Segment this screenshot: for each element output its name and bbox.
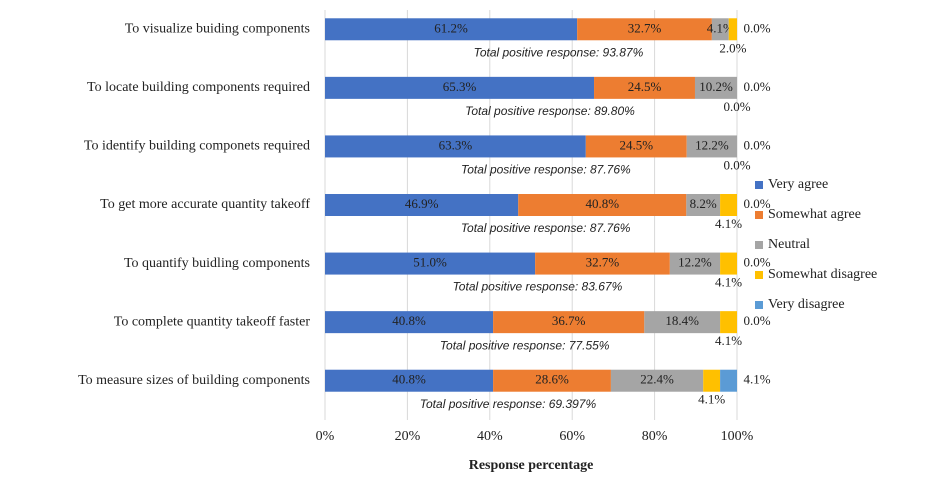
x-tick-label: 0% [316, 429, 335, 444]
x-tick-label: 40% [477, 429, 503, 444]
bar-segment [493, 369, 611, 392]
data-label: 32.7% [628, 20, 662, 35]
category-label: To measure sizes of building components [78, 373, 310, 388]
legend-swatch [755, 211, 763, 219]
data-label: 24.5% [628, 79, 662, 94]
annotation: Total positive response: 83.67% [453, 280, 623, 294]
bar-segment [711, 18, 729, 41]
category-label: To visualize buiding components [125, 22, 310, 37]
annotation: Total positive response: 87.76% [461, 221, 631, 235]
legend-swatch [755, 301, 763, 309]
data-label: 51.0% [413, 255, 447, 270]
bar-segment [325, 252, 536, 275]
bar-segment [594, 76, 695, 99]
bar-segment [694, 76, 737, 99]
data-label: 4.1% [707, 20, 734, 35]
x-tick-label: 80% [642, 429, 668, 444]
category-label: To get more accurate quantity takeoff [100, 197, 310, 212]
data-label: 18.4% [665, 313, 699, 328]
bar-segment [325, 311, 494, 334]
bar-segment [325, 76, 595, 99]
legend-swatch [755, 271, 763, 279]
bar-segment [610, 369, 704, 392]
data-label: 46.9% [405, 196, 439, 211]
bar-segment [728, 18, 737, 41]
annotation: Total positive response: 69.397% [420, 397, 597, 411]
data-label: 32.7% [586, 255, 620, 270]
data-label: 8.2% [690, 196, 717, 211]
data-label: 0.0% [743, 196, 770, 211]
bar-segment [325, 194, 519, 216]
data-label: 0.0% [723, 99, 750, 114]
data-label: 40.8% [392, 313, 426, 328]
data-label: 22.4% [640, 372, 674, 387]
x-axis-title: Response percentage [469, 458, 594, 473]
data-label: 40.8% [392, 372, 426, 387]
x-tick-label: 100% [721, 429, 754, 444]
bar-segment [686, 135, 737, 158]
bar-segment [518, 194, 687, 216]
annotation: Total positive response: 89.80% [465, 104, 635, 118]
legend-swatch [755, 241, 763, 249]
data-label: 4.1% [715, 333, 742, 348]
bar-segment [577, 18, 712, 41]
x-tick-label: 20% [395, 429, 421, 444]
bar-segment [720, 311, 737, 334]
category-label: To locate building components required [87, 80, 310, 95]
legend-label: Very disagree [768, 297, 845, 312]
data-label: 63.3% [439, 137, 473, 152]
legend-label: Somewhat agree [768, 207, 861, 222]
category-label: To complete quantity takeoff faster [114, 314, 311, 329]
data-label: 10.2% [699, 79, 733, 94]
annotation: Total positive response: 77.55% [440, 338, 610, 352]
annotation: Total positive response: 93.87% [474, 45, 644, 59]
bar-segment [720, 252, 737, 275]
data-label: 65.3% [443, 79, 477, 94]
data-label: 4.1% [715, 216, 742, 231]
legend-swatch [755, 181, 763, 189]
legend-label: Very agree [768, 177, 828, 192]
bar-segment [325, 18, 578, 41]
bar-segment [585, 135, 687, 158]
bar-segment [703, 369, 721, 392]
data-label: 12.2% [678, 255, 712, 270]
bar-segment [493, 311, 645, 334]
bar-segment [325, 369, 494, 392]
bar-segment [720, 369, 737, 392]
data-label: 0.0% [743, 255, 770, 270]
bar-segment [686, 194, 721, 216]
category-label: To identify building componets required [84, 139, 310, 154]
data-label: 0.0% [723, 157, 750, 172]
data-label: 0.0% [743, 313, 770, 328]
data-label: 4.1% [715, 275, 742, 290]
bar-segment [720, 194, 737, 216]
data-label: 36.7% [552, 313, 586, 328]
data-label: 0.0% [743, 20, 770, 35]
category-label: To quantify buidling components [124, 256, 310, 271]
data-label: 2.0% [719, 40, 746, 55]
data-label: 0.0% [743, 137, 770, 152]
bar-segment [535, 252, 670, 275]
bar-segment [325, 135, 586, 158]
data-label: 0.0% [743, 79, 770, 94]
data-label: 61.2% [434, 20, 468, 35]
bar-segment [669, 252, 721, 275]
legend-label: Neutral [768, 237, 810, 252]
data-label: 28.6% [535, 372, 569, 387]
data-label: 4.1% [743, 372, 770, 387]
bar-segment [644, 311, 721, 334]
x-tick-label: 60% [559, 429, 585, 444]
annotation: Total positive response: 87.76% [461, 163, 631, 177]
data-label: 40.8% [585, 196, 619, 211]
data-label: 12.2% [695, 137, 729, 152]
legend-label: Somewhat disagree [768, 267, 877, 282]
data-label: 4.1% [698, 392, 725, 407]
data-label: 24.5% [619, 137, 653, 152]
